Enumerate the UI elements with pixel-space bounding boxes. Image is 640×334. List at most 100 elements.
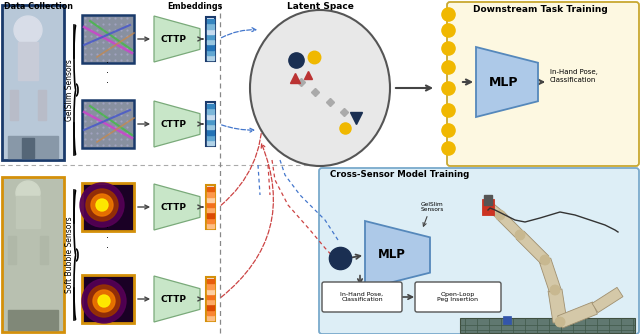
Text: GelSlim
Sensors: GelSlim Sensors xyxy=(420,202,444,212)
FancyBboxPatch shape xyxy=(447,2,639,166)
Polygon shape xyxy=(540,258,561,292)
Circle shape xyxy=(93,290,115,312)
Polygon shape xyxy=(154,184,200,230)
Polygon shape xyxy=(485,201,503,218)
Polygon shape xyxy=(497,211,524,238)
Text: Open-Loop
Peg Insertion: Open-Loop Peg Insertion xyxy=(438,292,479,302)
Text: MLP: MLP xyxy=(378,248,406,262)
Bar xyxy=(207,310,214,315)
Bar xyxy=(207,24,214,28)
Bar xyxy=(207,104,214,108)
FancyBboxPatch shape xyxy=(206,17,215,61)
Bar xyxy=(18,42,38,80)
FancyBboxPatch shape xyxy=(415,282,501,312)
Polygon shape xyxy=(516,231,549,264)
Bar xyxy=(207,197,214,202)
FancyBboxPatch shape xyxy=(206,102,215,146)
FancyBboxPatch shape xyxy=(2,177,64,332)
FancyBboxPatch shape xyxy=(82,15,134,63)
Circle shape xyxy=(91,194,113,216)
Bar xyxy=(207,223,214,228)
Text: In-Hand Pose,
Classification: In-Hand Pose, Classification xyxy=(340,292,383,302)
Circle shape xyxy=(96,199,108,211)
FancyBboxPatch shape xyxy=(82,183,134,231)
Text: CTTP: CTTP xyxy=(160,295,186,304)
Text: MLP: MLP xyxy=(489,75,518,89)
Text: ·
·
·: · · · xyxy=(106,223,109,253)
Bar xyxy=(207,55,214,60)
Bar xyxy=(207,305,214,310)
Bar xyxy=(207,218,214,223)
Text: GelSlim Sensors: GelSlim Sensors xyxy=(65,59,74,121)
Circle shape xyxy=(98,295,110,307)
Circle shape xyxy=(14,16,42,44)
Bar xyxy=(482,199,494,215)
Bar xyxy=(207,125,214,129)
Bar xyxy=(8,236,16,264)
Polygon shape xyxy=(154,101,200,147)
Bar xyxy=(207,135,214,140)
Bar xyxy=(207,39,214,44)
Text: CTTP: CTTP xyxy=(160,34,186,43)
Text: Embeddings: Embeddings xyxy=(167,2,223,11)
Circle shape xyxy=(80,183,124,227)
FancyBboxPatch shape xyxy=(322,282,402,312)
Bar xyxy=(503,316,511,324)
Bar xyxy=(484,195,492,205)
Bar xyxy=(207,45,214,49)
Text: CTTP: CTTP xyxy=(160,120,186,129)
Circle shape xyxy=(495,210,505,220)
Bar xyxy=(207,213,214,217)
Circle shape xyxy=(515,230,525,240)
Polygon shape xyxy=(365,221,430,289)
Circle shape xyxy=(550,285,560,295)
Polygon shape xyxy=(460,318,635,333)
Bar xyxy=(207,315,214,320)
FancyBboxPatch shape xyxy=(82,275,134,323)
Polygon shape xyxy=(592,287,623,313)
Bar xyxy=(38,90,46,120)
Text: Cross-Sensor Model Training: Cross-Sensor Model Training xyxy=(330,170,469,179)
Bar xyxy=(8,310,58,330)
Bar xyxy=(22,138,34,158)
Bar xyxy=(207,289,214,294)
Polygon shape xyxy=(557,302,597,328)
Ellipse shape xyxy=(250,10,390,166)
Circle shape xyxy=(88,285,120,317)
FancyBboxPatch shape xyxy=(82,100,134,148)
Bar xyxy=(207,279,214,283)
Bar xyxy=(207,192,214,196)
Bar xyxy=(207,29,214,34)
Bar xyxy=(207,207,214,212)
Circle shape xyxy=(16,181,40,205)
Polygon shape xyxy=(154,276,200,322)
FancyBboxPatch shape xyxy=(206,185,215,229)
Bar xyxy=(8,136,58,158)
Bar xyxy=(207,284,214,289)
Bar xyxy=(10,90,18,120)
Circle shape xyxy=(86,189,118,221)
Bar xyxy=(207,114,214,119)
Bar xyxy=(207,34,214,39)
Bar xyxy=(40,236,48,264)
Bar xyxy=(207,119,214,124)
Bar xyxy=(207,300,214,304)
Bar xyxy=(207,130,214,135)
FancyBboxPatch shape xyxy=(206,277,215,321)
Text: CTTP: CTTP xyxy=(160,202,186,211)
FancyBboxPatch shape xyxy=(319,168,639,334)
Polygon shape xyxy=(476,47,538,117)
Bar xyxy=(16,196,40,228)
FancyBboxPatch shape xyxy=(2,5,64,160)
Text: ·
·
·: · · · xyxy=(106,58,109,88)
Text: In-Hand Pose,
Classification: In-Hand Pose, Classification xyxy=(550,69,598,83)
Polygon shape xyxy=(548,289,567,323)
Text: Downstream Task Training: Downstream Task Training xyxy=(472,5,607,14)
Bar xyxy=(207,294,214,299)
Bar xyxy=(207,140,214,145)
Bar xyxy=(207,50,214,55)
Bar xyxy=(207,109,214,114)
Bar xyxy=(207,186,214,191)
Circle shape xyxy=(540,255,550,265)
Circle shape xyxy=(82,279,126,323)
